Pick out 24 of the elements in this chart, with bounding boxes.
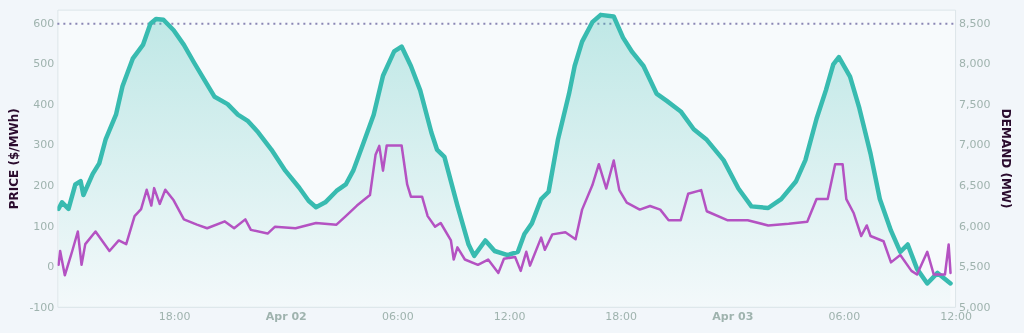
x-tick-label: 06:00 xyxy=(828,310,861,324)
x-tick-label: 18:00 xyxy=(158,310,191,324)
x-tick-label: 06:00 xyxy=(382,310,414,324)
y2-tick-label: 7,500 xyxy=(959,97,991,111)
y2-tick-label: 6,000 xyxy=(959,219,991,233)
x-tick-label: Apr 02 xyxy=(265,310,307,324)
y-tick-label: 100 xyxy=(33,219,55,233)
y2-tick-label: 8,500 xyxy=(959,16,991,30)
x-tick-label: 18:00 xyxy=(605,310,638,324)
y-tick-label: 600 xyxy=(33,16,55,30)
y-tick-label: 500 xyxy=(33,57,55,71)
x-tick-label: 12:00 xyxy=(493,310,526,324)
y-tick-label: 0 xyxy=(47,260,55,274)
y-axis-title: PRICE ($/MWh) xyxy=(7,108,22,210)
y2-tick-label: 6,500 xyxy=(959,178,991,192)
y2-tick-label: 8,000 xyxy=(959,57,991,71)
y2-tick-label: 5,500 xyxy=(959,260,991,274)
x-tick-label: Apr 03 xyxy=(712,310,754,324)
y-tick-label: 200 xyxy=(33,178,55,192)
y2-tick-label: 7,000 xyxy=(959,138,991,152)
y-tick-label: 400 xyxy=(33,97,55,111)
y-tick-label: -100 xyxy=(29,300,55,314)
y-tick-label: 300 xyxy=(33,138,55,152)
y2-axis-title: DEMAND (MW) xyxy=(998,108,1013,209)
